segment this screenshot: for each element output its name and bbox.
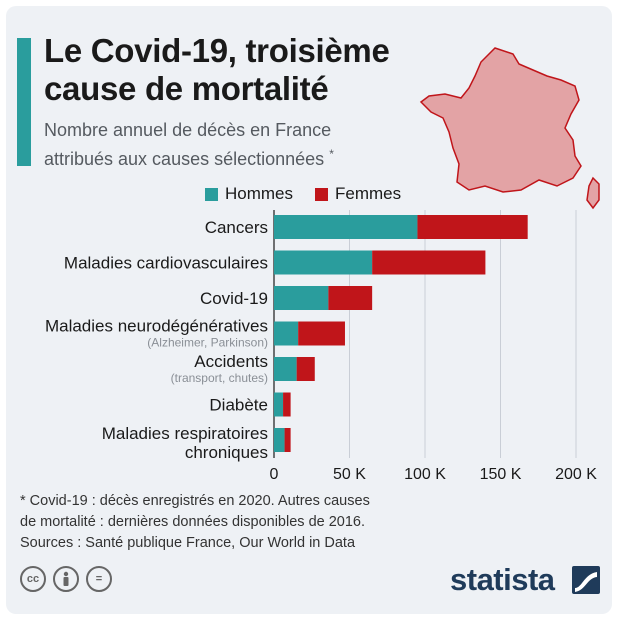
x-tick-label: 200 K (555, 466, 597, 483)
legend-item-femmes: Femmes (315, 184, 401, 204)
by-icon[interactable] (53, 566, 79, 592)
x-tick-label: 150 K (480, 466, 522, 483)
bar-femmes (296, 357, 315, 381)
bar-hommes (274, 286, 329, 310)
bar-hommes (274, 392, 284, 417)
title-accent-bar (17, 38, 31, 166)
legend-swatch-hommes (205, 187, 218, 201)
footnote: * Covid-19 : décès enregistrés en 2020. … (20, 491, 420, 533)
legend-label-hommes: Hommes (225, 184, 294, 203)
category-label: chroniques (185, 443, 268, 462)
sources-text: Sources : Santé publique France, Our Wor… (20, 535, 356, 551)
bar-femmes (328, 286, 373, 310)
bar-femmes (283, 392, 291, 417)
bar-femmes (417, 215, 528, 239)
subtitle-line-1: Nombre annuel de décès en France (44, 120, 332, 140)
category-label: Maladies neurodégénératives (45, 317, 268, 336)
bar-hommes (274, 357, 297, 381)
x-tick-label: 0 (270, 466, 279, 483)
bar-hommes (274, 250, 373, 275)
category-sublabel: (Alzheimer, Parkinson) (147, 336, 268, 350)
x-tick-label: 100 K (404, 466, 446, 483)
nd-icon[interactable]: = (86, 566, 112, 592)
subtitle-line-2-text: attribués aux causes sélectionnées (44, 149, 325, 169)
bar-hommes (274, 321, 299, 346)
statista-logo[interactable]: statista (450, 562, 555, 597)
category-label: Maladies respiratoires (102, 424, 268, 443)
bar-hommes (274, 428, 285, 452)
license-icons: cc = (20, 566, 119, 592)
legend-item-hommes: Hommes (205, 184, 293, 204)
bar-femmes (298, 321, 345, 346)
footnote-line-1: * Covid-19 : décès enregistrés en 2020. … (20, 493, 370, 509)
category-label: Cancers (205, 218, 268, 237)
category-label: Maladies cardiovasculaires (64, 254, 268, 273)
x-tick-label: 50 K (333, 466, 366, 483)
title-line-2: cause de mortalité (44, 70, 329, 107)
bar-femmes (372, 250, 486, 275)
chart-legend: Hommes Femmes (205, 184, 423, 204)
legend-swatch-femmes (315, 187, 329, 201)
bar-femmes (284, 428, 291, 452)
title-line-1: Le Covid-19, troisième (44, 32, 390, 69)
france-map-icon (419, 47, 600, 210)
category-label: Accidents (194, 352, 268, 371)
statista-logo-icon (572, 566, 600, 594)
legend-label-femmes: Femmes (335, 184, 402, 203)
bar-hommes (274, 215, 418, 239)
subtitle-line-2: attribués aux causes sélectionnées * (44, 142, 404, 171)
subtitle-footnote-mark: * (329, 147, 334, 161)
category-label: Covid-19 (200, 289, 268, 308)
bar-chart: 0 50 K 100 K 150 K 200 K Cancers Maladies card… (45, 210, 597, 483)
page-title: Le Covid-19, troisième cause de mortalit… (44, 32, 404, 108)
cc-icon[interactable]: cc (20, 566, 46, 592)
category-sublabel: (transport, chutes) (171, 371, 268, 385)
subtitle: Nombre annuel de décès en France attribu… (44, 118, 404, 171)
category-label: Diabète (209, 396, 268, 415)
footnote-line-2: de mortalité : dernières données disponi… (20, 514, 366, 530)
